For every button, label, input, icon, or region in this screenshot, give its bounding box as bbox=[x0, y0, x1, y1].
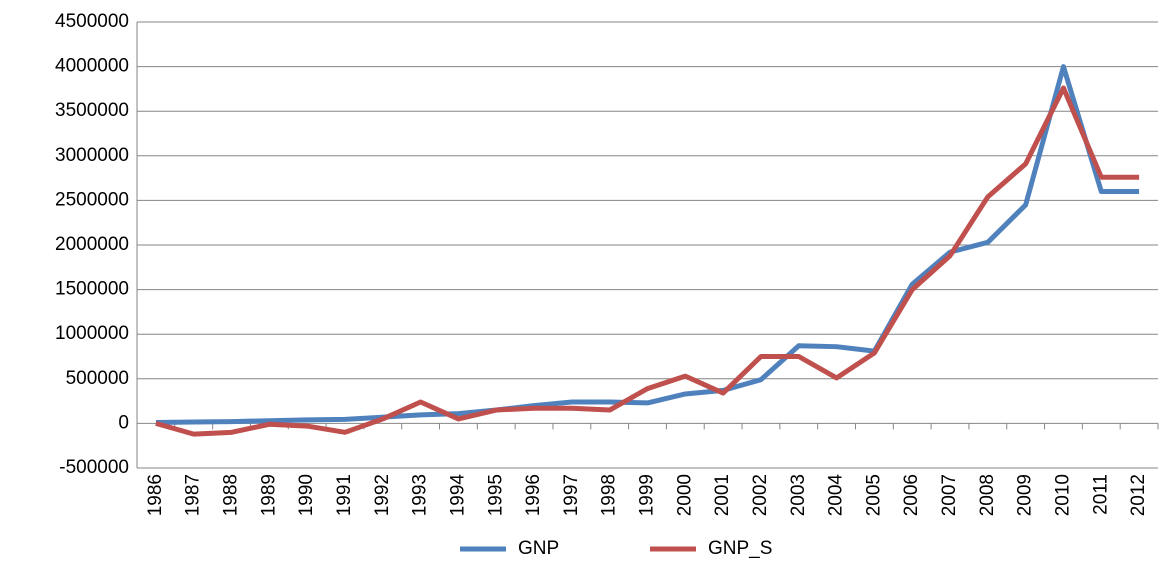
x-tick-label: 1992 bbox=[372, 474, 393, 516]
y-tick-label: 2500000 bbox=[55, 189, 129, 210]
y-tick-label: 0 bbox=[118, 412, 129, 433]
y-tick-label: 2000000 bbox=[55, 234, 129, 255]
y-tick-label: 500000 bbox=[66, 368, 129, 389]
x-tick-label: 1991 bbox=[334, 474, 355, 516]
x-tick-label: 1995 bbox=[485, 474, 506, 516]
y-tick-label: 3000000 bbox=[55, 145, 129, 166]
legend-label: GNP_S bbox=[708, 538, 772, 559]
y-tick-label: 4000000 bbox=[55, 56, 129, 77]
x-tick-label: 2011 bbox=[1090, 474, 1111, 515]
x-tick-label: 2006 bbox=[901, 474, 922, 516]
x-tick-label: 2003 bbox=[788, 474, 809, 516]
x-tick-label: 1998 bbox=[599, 474, 620, 516]
x-tick-label: 2008 bbox=[977, 474, 998, 516]
x-tick-label: 1990 bbox=[296, 474, 317, 516]
y-tick-label: 1500000 bbox=[55, 279, 129, 300]
x-tick-label: 2004 bbox=[826, 474, 847, 517]
x-tick-label: 1988 bbox=[221, 474, 242, 516]
x-tick-label: 1986 bbox=[145, 474, 166, 516]
x-tick-label: 2012 bbox=[1128, 474, 1149, 516]
y-tick-label: 4500000 bbox=[55, 11, 129, 32]
x-tick-label: 1996 bbox=[523, 474, 544, 516]
y-tick-label: 3500000 bbox=[55, 100, 129, 121]
x-tick-label: 1997 bbox=[561, 474, 582, 516]
x-tick-label: 1999 bbox=[637, 474, 658, 516]
x-tick-label: 2007 bbox=[939, 474, 960, 516]
x-tick-label: 2002 bbox=[750, 474, 771, 516]
series-line bbox=[155, 64, 1140, 426]
x-tick-label: 1993 bbox=[410, 474, 431, 516]
x-tick-label: 1989 bbox=[258, 474, 279, 516]
x-tick-label: 2010 bbox=[1052, 474, 1073, 516]
series-line bbox=[155, 85, 1140, 437]
y-tick-label: -500000 bbox=[59, 457, 129, 478]
legend-label: GNP bbox=[518, 538, 559, 559]
x-tick-label: 2005 bbox=[863, 474, 884, 516]
x-tick-label: 2009 bbox=[1015, 474, 1036, 516]
x-tick-label: 1987 bbox=[183, 474, 204, 516]
y-tick-label: 1000000 bbox=[55, 323, 129, 344]
x-tick-label: 1994 bbox=[447, 474, 468, 517]
x-tick-label: 2001 bbox=[712, 474, 733, 516]
x-tick-label: 2000 bbox=[674, 474, 695, 516]
